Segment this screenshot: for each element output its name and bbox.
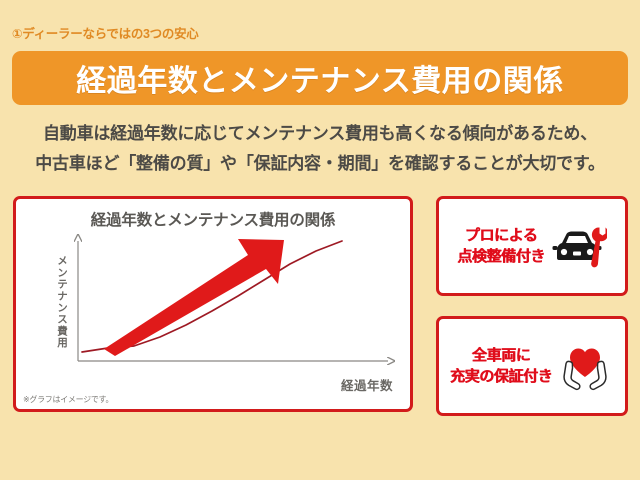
lead-line-1: 自動車は経過年数に応じてメンテナンス費用も高くなる傾向があるため、	[42, 124, 598, 143]
chart-footnote: ※グラフはイメージです。	[23, 395, 114, 404]
chart-x-axis-label: 経過年数	[340, 379, 393, 393]
car-headlight-left	[560, 248, 567, 256]
feature-warranty-line1: 全車両に	[471, 347, 531, 364]
car-wrench-icon	[549, 221, 607, 271]
chart-svg	[16, 229, 410, 389]
chart-title: 経過年数とメンテナンス費用の関係	[90, 212, 336, 229]
feature-inspection-line1: プロによる	[464, 227, 538, 244]
car-body	[556, 231, 597, 260]
wrench-shape	[590, 227, 607, 268]
heart-shape	[570, 348, 601, 377]
lead-line-2: 中古車ほど「整備の質」や「保証内容・期間」を確認することが大切です。	[35, 154, 605, 173]
section-eyebrow: ①ディーラーならではの3つの安心	[12, 27, 199, 41]
feature-panel-warranty: 全車両に 充実の保証付き	[436, 316, 628, 416]
hand-left	[563, 360, 581, 391]
chart-trend-arrow	[104, 239, 284, 356]
car-mirror-left	[552, 246, 558, 250]
hands-heart-icon	[556, 341, 614, 391]
feature-panel-inspection: プロによる 点検整備付き	[436, 196, 628, 296]
feature-inspection-line2: 点検整備付き	[457, 248, 545, 265]
feature-inspection-text: プロによる 点検整備付き	[457, 225, 545, 267]
hands-heart-icon-svg	[563, 348, 607, 391]
chart-plot-area	[16, 229, 410, 389]
car-plate	[572, 251, 581, 256]
feature-warranty-line2: 充実の保証付き	[449, 368, 553, 385]
chart-panel: 経過年数とメンテナンス費用の関係 メンテナンス費用 経過年数 ※グラフはイメージ…	[13, 196, 413, 412]
section-banner: 経過年数とメンテナンス費用の関係	[12, 51, 628, 105]
lead-paragraph: 自動車は経過年数に応じてメンテナンス費用も高くなる傾向があるため、 中古車ほど「…	[0, 119, 640, 179]
car-wrench-icon-svg	[552, 227, 607, 268]
car-windshield	[565, 236, 588, 243]
feature-warranty-text: 全車両に 充実の保証付き	[449, 345, 553, 387]
chart-y-axis-label: メンテナンス費用	[56, 255, 68, 349]
banner-title: 経過年数とメンテナンス費用の関係	[76, 65, 564, 98]
hand-right	[589, 360, 607, 391]
car-headlight-right	[586, 248, 593, 256]
